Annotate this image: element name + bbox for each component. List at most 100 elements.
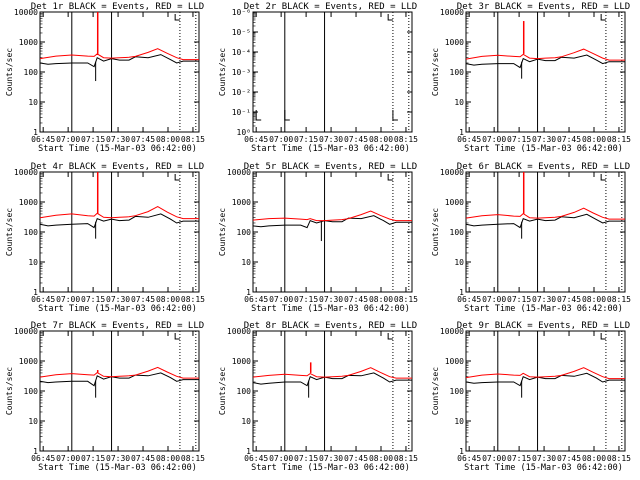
x-tick-label: 06:45 [457, 454, 481, 463]
plot-frame [252, 171, 413, 293]
x-tick-label: 08:15 [607, 295, 631, 304]
y-tick-label: 1000 [232, 198, 251, 207]
x-tick-label: 08:00 [369, 135, 393, 144]
x-axis-label: Start Time (15-Mar-03 06:42:00) [251, 144, 410, 154]
y-tick-label: 1000 [445, 38, 464, 47]
x-tick-label: 06:45 [31, 135, 55, 144]
bracket-mark [387, 14, 393, 21]
y-tick-label: 100 [24, 228, 39, 237]
panel-title: Det 4r BLACK = Events, RED = LLD [31, 162, 204, 172]
x-tick-label: 07:30 [106, 454, 130, 463]
y-axis-label: Counts/sec [431, 48, 440, 96]
x-tick-label: 08:00 [156, 135, 180, 144]
y-tick-label: 100 [237, 228, 252, 237]
x-axis-label: Start Time (15-Mar-03 06:42:00) [251, 463, 410, 473]
y-tick-label: 10 [454, 98, 464, 107]
plot-frame [252, 330, 413, 452]
panel-det-1: Det 1r BLACK = Events, RED = LLD 1 10 100 10… [5, 2, 205, 154]
events-series-line [465, 54, 625, 69]
x-tick-label: 07:45 [344, 454, 368, 463]
y-tick-label: 10000 [14, 8, 38, 17]
lld-series-line [252, 367, 412, 379]
bracket-mark [174, 174, 180, 181]
panel-det-6: Det 6r BLACK = Events, RED = LLD 1 10 100 10… [431, 162, 631, 314]
x-tick-label: 07:00 [482, 295, 506, 304]
bracket-mark [284, 110, 290, 121]
panel-det-5: Det 5r BLACK = Events, RED = LLD 1 10 100 10… [218, 162, 418, 314]
y-tick-label: 1000 [232, 357, 251, 366]
x-tick-label: 07:45 [344, 295, 368, 304]
y-tick-label: 1 [459, 128, 464, 137]
x-tick-label: 06:45 [457, 295, 481, 304]
x-tick-label: 07:00 [482, 454, 506, 463]
x-tick-label: 07:00 [56, 135, 80, 144]
events-series-line [39, 372, 199, 387]
x-axis-label: Start Time (15-Mar-03 06:42:00) [38, 144, 197, 154]
y-tick-label: 100 [24, 387, 39, 396]
panel-det-8: Det 8r BLACK = Events, RED = LLD 1 10 100 10… [218, 321, 418, 473]
panel-det-7: Det 7r BLACK = Events, RED = LLD 1 10 100 10… [5, 321, 205, 473]
y-axis-label: Counts/sec [218, 208, 227, 256]
panel-det-9: Det 9r BLACK = Events, RED = LLD 1 10 100 10… [431, 321, 631, 473]
y-tick-label: 100 [237, 387, 252, 396]
x-tick-label: 08:00 [369, 295, 393, 304]
x-tick-label: 07:00 [269, 295, 293, 304]
panel-title: Det 7r BLACK = Events, RED = LLD [31, 321, 204, 331]
y-tick-label: 10⁻⁴ [232, 48, 251, 57]
events-series-line [252, 372, 412, 387]
y-tick-label: 1000 [445, 357, 464, 366]
x-axis-label: Start Time (15-Mar-03 06:42:00) [38, 463, 197, 473]
x-tick-label: 08:15 [181, 454, 205, 463]
y-tick-label: 100 [450, 68, 465, 77]
x-tick-label: 06:45 [244, 454, 268, 463]
y-tick-label: 1 [246, 447, 251, 456]
plot-frame [39, 11, 200, 133]
bracket-mark [392, 110, 398, 121]
y-tick-label: 1 [246, 288, 251, 297]
y-tick-label: 10⁻² [232, 88, 251, 97]
x-tick-label: 08:15 [394, 295, 418, 304]
x-axis-label: Start Time (15-Mar-03 06:42:00) [464, 144, 623, 154]
x-tick-label: 07:45 [131, 454, 155, 463]
events-series-line [252, 215, 412, 229]
y-tick-label: 10⁻⁵ [232, 28, 251, 37]
y-axis-label: Counts/sec [431, 367, 440, 415]
y-axis-label: Counts/sec [218, 48, 227, 96]
y-axis-label: Counts/sec [5, 367, 14, 415]
y-tick-label: 10 [454, 258, 464, 267]
x-tick-label: 07:00 [482, 135, 506, 144]
y-tick-label: 10000 [440, 168, 464, 177]
x-tick-label: 07:00 [269, 135, 293, 144]
x-axis-label: Start Time (15-Mar-03 06:42:00) [464, 463, 623, 473]
y-tick-label: 10000 [227, 327, 251, 336]
plot-frame [465, 171, 626, 293]
y-tick-label: 1000 [19, 357, 38, 366]
events-series-line [465, 372, 625, 387]
bracket-mark [600, 174, 606, 181]
bracket-mark [174, 14, 180, 21]
panel-title: Det 1r BLACK = Events, RED = LLD [31, 2, 204, 12]
bracket-mark [174, 333, 180, 340]
x-tick-label: 08:00 [156, 295, 180, 304]
x-tick-label: 07:30 [532, 295, 556, 304]
x-tick-label: 07:15 [507, 454, 531, 463]
x-tick-label: 08:15 [394, 135, 418, 144]
y-tick-label: 10000 [440, 327, 464, 336]
lld-series-line [39, 366, 199, 379]
x-tick-label: 06:45 [457, 135, 481, 144]
panel-det-3: Det 3r BLACK = Events, RED = LLD 1 10 100 10… [431, 2, 631, 154]
x-tick-label: 07:15 [294, 295, 318, 304]
x-tick-label: 07:15 [81, 454, 105, 463]
y-tick-label: 10000 [14, 168, 38, 177]
x-tick-label: 07:45 [557, 135, 581, 144]
y-tick-label: 10 [241, 417, 251, 426]
x-tick-label: 07:00 [269, 454, 293, 463]
lld-series-line [465, 367, 625, 380]
x-tick-label: 07:30 [106, 295, 130, 304]
x-tick-label: 07:15 [507, 295, 531, 304]
y-tick-label: 10 [28, 417, 38, 426]
y-tick-label: 100 [24, 68, 39, 77]
x-tick-label: 07:15 [81, 135, 105, 144]
bracket-mark [387, 174, 393, 181]
x-tick-label: 07:30 [532, 454, 556, 463]
